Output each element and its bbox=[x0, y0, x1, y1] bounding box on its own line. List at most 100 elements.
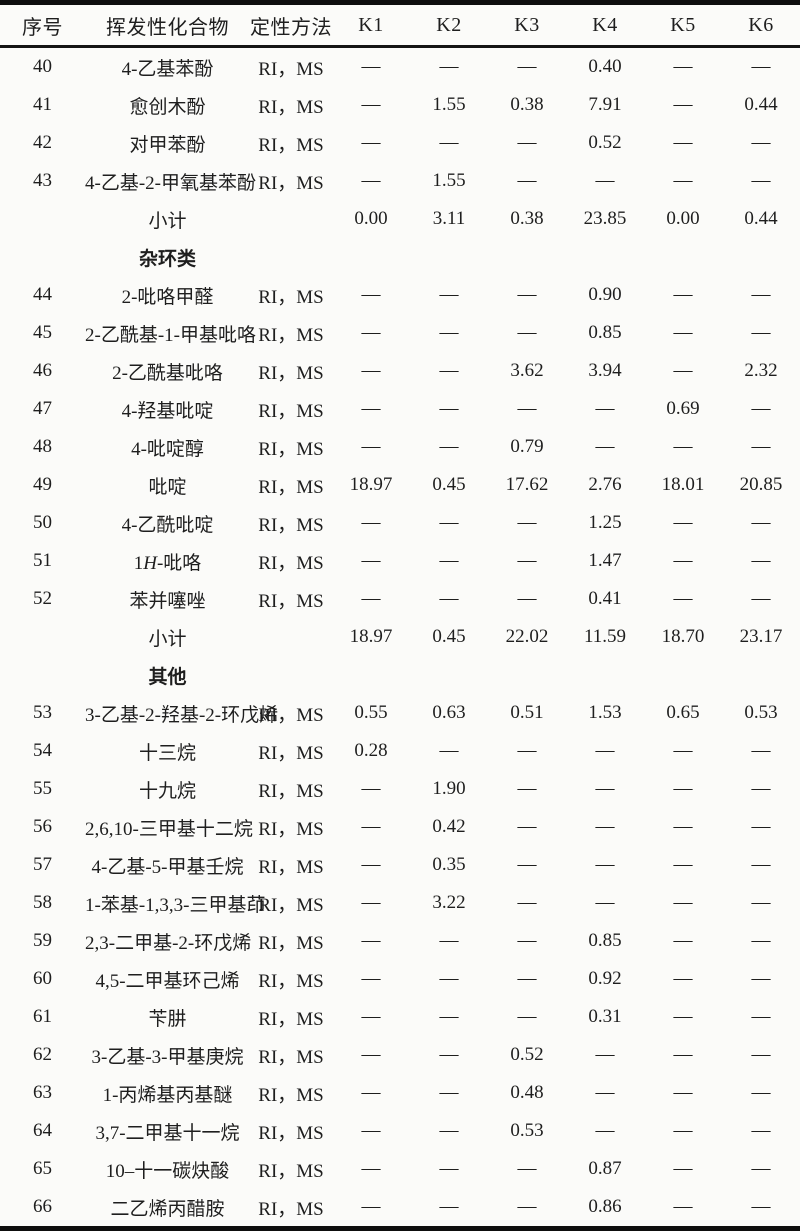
method: RI，MS bbox=[258, 400, 324, 422]
k1-value: — bbox=[361, 94, 381, 115]
k5-value: — bbox=[673, 94, 693, 115]
k4-value: — bbox=[595, 1120, 615, 1141]
compound-name: 2-乙酰基-1-甲基吡咯 bbox=[85, 324, 256, 346]
table-row: 44 2-吡咯甲醛 RI，MS — — — 0.90 — — bbox=[0, 276, 800, 314]
row-number bbox=[0, 656, 85, 694]
k5-value: — bbox=[673, 778, 693, 799]
method: RI，MS bbox=[258, 1122, 324, 1144]
row-number bbox=[0, 238, 85, 276]
k4-value bbox=[566, 656, 644, 694]
k1-value: — bbox=[361, 816, 381, 837]
method: RI，MS bbox=[258, 932, 324, 954]
compound-name: 1-丙烯基丙基醚 bbox=[102, 1084, 233, 1106]
compound-name: 对甲苯酚 bbox=[129, 134, 206, 156]
row-number: 61 bbox=[33, 1006, 52, 1027]
row-number: 43 bbox=[33, 170, 52, 191]
k5-value: — bbox=[673, 1196, 693, 1217]
method: RI，MS bbox=[258, 590, 324, 612]
k6-value: — bbox=[751, 588, 771, 609]
k2-value: — bbox=[439, 588, 459, 609]
k6-value: 2.32 bbox=[744, 360, 778, 381]
k2-value: — bbox=[439, 436, 459, 457]
k4-value: 0.87 bbox=[588, 1158, 622, 1179]
table-row: 48 4-吡啶醇 RI，MS — — 0.79 — — — bbox=[0, 428, 800, 466]
method bbox=[250, 618, 332, 656]
compound-name: 2,6,10-三甲基十二烷 bbox=[85, 818, 253, 840]
table-row: 58 1-苯基-1,3,3-三甲基茚 RI，MS — 3.22 — — — — bbox=[0, 884, 800, 922]
k3-value: — bbox=[517, 512, 537, 533]
method: RI，MS bbox=[258, 704, 324, 726]
method: RI，MS bbox=[258, 742, 324, 764]
method bbox=[250, 200, 332, 238]
compound-name: 10–十一碳炔酸 bbox=[105, 1160, 230, 1182]
k6-value: — bbox=[751, 1158, 771, 1179]
k3-value: — bbox=[517, 550, 537, 571]
k2-value: 0.42 bbox=[432, 816, 466, 837]
k6-value: — bbox=[751, 550, 771, 571]
method: RI，MS bbox=[258, 1008, 324, 1030]
k6-value: — bbox=[751, 56, 771, 77]
k6-value bbox=[722, 656, 800, 694]
header-row: 序号 挥发性化合物 定性方法 K1 K2 K3 K4 K5 K6 bbox=[0, 2, 800, 48]
method: RI，MS bbox=[258, 552, 324, 574]
compound-name: 愈创木酚 bbox=[129, 96, 206, 118]
k2-value: 3.11 bbox=[432, 208, 466, 229]
k4-value: 23.85 bbox=[583, 208, 627, 229]
table-row: 64 3,7-二甲基十一烷 RI，MS — — 0.53 — — — bbox=[0, 1112, 800, 1150]
table-row: 59 2,3-二甲基-2-环戊烯 RI，MS — — — 0.85 — — bbox=[0, 922, 800, 960]
column-header-k6: K6 bbox=[722, 2, 800, 48]
compound-name: 十九烷 bbox=[138, 780, 196, 802]
k2-value: — bbox=[439, 1044, 459, 1065]
k5-value: — bbox=[673, 1044, 693, 1065]
k4-value bbox=[566, 238, 644, 276]
table-row: 60 4,5-二甲基环己烯 RI，MS — — — 0.92 — — bbox=[0, 960, 800, 998]
k4-value: — bbox=[595, 398, 615, 419]
compound-name: 2-吡咯甲醛 bbox=[121, 286, 214, 308]
k3-value: 0.53 bbox=[510, 1120, 544, 1141]
row-number: 50 bbox=[33, 512, 52, 533]
k3-value: 0.38 bbox=[510, 94, 544, 115]
method: RI，MS bbox=[258, 1046, 324, 1068]
k2-value: — bbox=[439, 132, 459, 153]
k1-value: — bbox=[361, 322, 381, 343]
k6-value: — bbox=[751, 322, 771, 343]
k4-value: 7.91 bbox=[588, 94, 622, 115]
k6-value: — bbox=[751, 1006, 771, 1027]
table-row: 49 吡啶 RI，MS 18.97 0.45 17.62 2.76 18.01 20.85 bbox=[0, 466, 800, 504]
k1-value: — bbox=[361, 398, 381, 419]
k3-value: 0.79 bbox=[510, 436, 544, 457]
table-row: 61 苄肼 RI，MS — — — 0.31 — — bbox=[0, 998, 800, 1036]
k4-value: 3.94 bbox=[588, 360, 622, 381]
k4-value: 0.40 bbox=[588, 56, 622, 77]
k3-value: — bbox=[517, 892, 537, 913]
k5-value bbox=[644, 238, 722, 276]
compound-name: 小计 bbox=[148, 628, 187, 650]
k5-value: — bbox=[673, 968, 693, 989]
row-number: 55 bbox=[33, 778, 52, 799]
table-row: 54 十三烷 RI，MS 0.28 — — — — — bbox=[0, 732, 800, 770]
table-row: 65 10–十一碳炔酸 RI，MS — — — 0.87 — — bbox=[0, 1150, 800, 1188]
k5-value: — bbox=[673, 1120, 693, 1141]
k3-value: 0.52 bbox=[510, 1044, 544, 1065]
compound-name: 苄肼 bbox=[148, 1008, 187, 1030]
k1-value: — bbox=[361, 778, 381, 799]
method: RI，MS bbox=[258, 362, 324, 384]
k2-value bbox=[410, 656, 488, 694]
k3-value: — bbox=[517, 588, 537, 609]
row-number: 66 bbox=[33, 1196, 52, 1217]
column-header-compound: 挥发性化合物 bbox=[85, 2, 250, 48]
k3-value: — bbox=[517, 1006, 537, 1027]
row-number: 56 bbox=[33, 816, 52, 837]
k2-value: — bbox=[439, 740, 459, 761]
k6-value: — bbox=[751, 740, 771, 761]
row-number: 40 bbox=[33, 56, 52, 77]
table-row: 50 4-乙酰吡啶 RI，MS — — — 1.25 — — bbox=[0, 504, 800, 542]
row-number: 60 bbox=[33, 968, 52, 989]
method: RI，MS bbox=[258, 780, 324, 802]
row-number: 59 bbox=[33, 930, 52, 951]
method: RI，MS bbox=[258, 514, 324, 536]
category-row: 其他 bbox=[0, 656, 800, 694]
compound-name: 其他 bbox=[148, 666, 187, 688]
k2-value: — bbox=[439, 968, 459, 989]
table-row: 51 1H-吡咯 RI，MS — — — 1.47 — — bbox=[0, 542, 800, 580]
